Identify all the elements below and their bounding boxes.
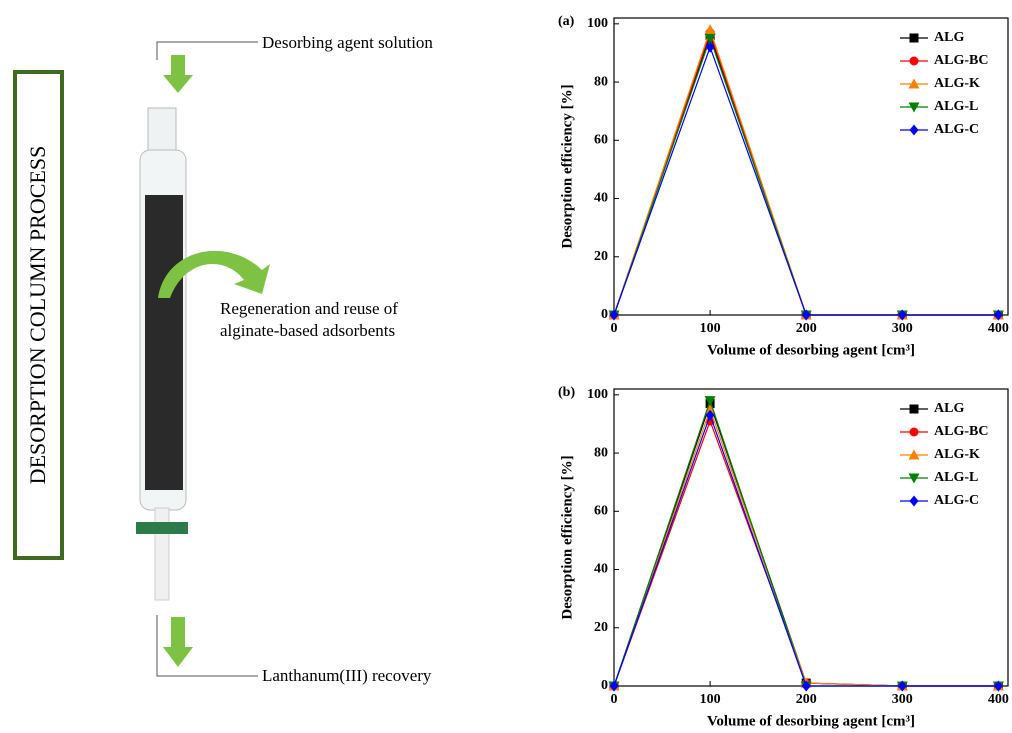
y-tick-label: 80 [594, 74, 608, 89]
legend-marker [908, 449, 920, 460]
legend-label: ALG [934, 30, 964, 45]
x-tick-label: 100 [700, 321, 721, 336]
x-axis-label: Volume of desorbing agent [cm³] [707, 342, 915, 358]
x-tick-label: 300 [892, 321, 913, 336]
marker [993, 309, 1003, 321]
marker [993, 680, 1003, 692]
marker [704, 33, 716, 44]
legend-marker [908, 473, 920, 484]
marker [897, 680, 907, 692]
marker [704, 396, 716, 407]
x-tick-label: 0 [611, 692, 618, 707]
middle-label: alginate-based adsorbents [220, 321, 395, 340]
series-line [613, 30, 999, 316]
legend-label: ALG-BC [934, 424, 988, 439]
inlet-leader [156, 41, 258, 60]
y-tick-label: 100 [587, 16, 608, 31]
legend-marker [909, 33, 919, 43]
y-tick-label: 100 [587, 387, 608, 402]
y-tick-label: 40 [594, 562, 608, 577]
x-tick-label: 100 [700, 692, 721, 707]
series-line [613, 401, 999, 687]
middle-label: Regeneration and reuse of [220, 299, 398, 318]
x-tick-label: 200 [796, 692, 817, 707]
legend-label: ALG-L [934, 470, 978, 485]
chart-title: (a) [558, 14, 575, 29]
legend-label: ALG-BC [934, 53, 988, 68]
legend-marker [909, 56, 919, 66]
legend-label: ALG-K [934, 76, 980, 91]
legend-label: ALG [934, 401, 964, 416]
y-tick-label: 0 [601, 678, 608, 693]
y-tick-label: 20 [594, 249, 608, 264]
marker [705, 41, 715, 53]
marker [704, 24, 716, 35]
y-axis-label: Desorption efficiency [%] [559, 455, 575, 619]
inlet-label: Desorbing agent solution [262, 33, 433, 52]
series-line [613, 398, 999, 687]
outlet-label: Lanthanum(III) recovery [262, 666, 432, 685]
y-tick-label: 60 [594, 504, 608, 519]
series-line [613, 27, 999, 316]
x-tick-label: 400 [988, 692, 1009, 707]
reuse-arrow [158, 250, 270, 298]
x-tick-label: 400 [988, 321, 1009, 336]
legend-marker [909, 124, 919, 136]
x-tick-label: 200 [796, 321, 817, 336]
legend-marker [909, 427, 919, 437]
marker [801, 309, 811, 321]
y-tick-label: 80 [594, 445, 608, 460]
outlet-leader [156, 615, 258, 677]
legend-marker [909, 495, 919, 507]
side-title: DESORPTION COLUMN PROCESS [25, 146, 50, 485]
x-axis-label: Volume of desorbing agent [cm³] [707, 713, 915, 729]
legend-marker [908, 78, 920, 89]
y-tick-label: 0 [601, 307, 608, 322]
y-tick-label: 20 [594, 620, 608, 635]
legend-label: ALG-C [934, 122, 979, 137]
chart-title: (b) [558, 385, 575, 400]
side-box [13, 70, 64, 560]
marker [609, 680, 619, 692]
marker [801, 680, 811, 692]
y-tick-label: 60 [594, 133, 608, 148]
legend-label: ALG-C [934, 493, 979, 508]
legend-label: ALG-K [934, 447, 980, 462]
marker [705, 409, 715, 421]
column [136, 107, 188, 601]
x-tick-label: 0 [611, 321, 618, 336]
legend-label: ALG-L [934, 99, 978, 114]
y-tick-label: 40 [594, 191, 608, 206]
x-tick-label: 300 [892, 692, 913, 707]
marker [704, 403, 716, 414]
marker [609, 309, 619, 321]
legend-marker [909, 404, 919, 414]
marker [897, 309, 907, 321]
y-axis-label: Desorption efficiency [%] [559, 84, 575, 248]
legend-marker [908, 102, 920, 113]
outlet-arrow [163, 617, 193, 667]
inlet-arrow [163, 55, 193, 93]
